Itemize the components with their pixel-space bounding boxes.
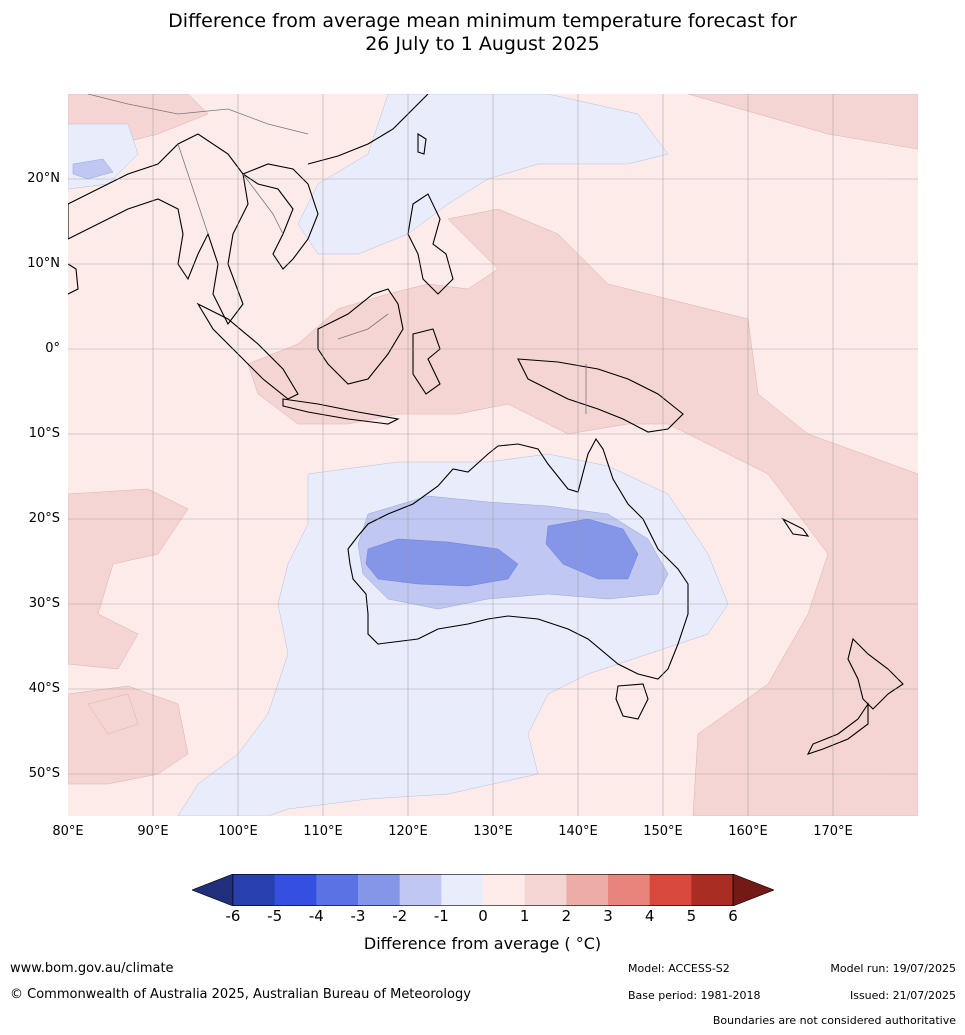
lat-label-20s: 20°S xyxy=(28,511,60,526)
lat-label-0: 0° xyxy=(45,341,60,356)
colorbar-segment xyxy=(649,874,692,906)
colorbar-tick-label: -4 xyxy=(308,907,324,925)
map-svg xyxy=(68,94,918,816)
lon-label-80e: 80°E xyxy=(52,824,84,839)
warm-region-maritime xyxy=(247,208,918,816)
colorbar-tick-label: -5 xyxy=(267,907,283,925)
australia-coast xyxy=(347,437,689,680)
lon-label-130e: 130°E xyxy=(473,824,513,839)
cool-region-south-china-sea xyxy=(297,94,669,255)
lon-label-120e: 120°E xyxy=(388,824,428,839)
country-borders xyxy=(87,94,587,414)
colorbar-tick-label: -6 xyxy=(225,907,241,925)
border-china-south xyxy=(87,94,309,135)
lat-label-50s: 50°S xyxy=(28,766,60,781)
footer-model-run: Model run: 19/07/2025 xyxy=(830,962,956,975)
taiwan-coast xyxy=(417,133,427,155)
forecast-map xyxy=(68,94,918,816)
new-caledonia xyxy=(781,517,810,537)
lon-label-100e: 100°E xyxy=(218,824,258,839)
colorbar-tick-label: 5 xyxy=(686,907,697,925)
warm-region-west-indian xyxy=(68,488,189,670)
colorbar-segment xyxy=(691,874,734,906)
colorbar-outline xyxy=(232,874,734,906)
footer-copyright: © Commonwealth of Australia 2025, Austra… xyxy=(10,987,471,1002)
title-line-2: 26 July to 1 August 2025 xyxy=(365,33,600,55)
colorbar-segment xyxy=(233,874,275,906)
lon-label-170e: 170°E xyxy=(813,824,853,839)
cool-region-bay-blob xyxy=(72,158,114,180)
colorbar-segment xyxy=(274,874,317,906)
colorbar-segment xyxy=(399,874,442,906)
footer-model: Model: ACCESS-S2 xyxy=(628,962,730,975)
sumatra-coast xyxy=(196,302,299,400)
gridlines xyxy=(68,94,918,816)
new-guinea-coast xyxy=(517,358,684,433)
border-myanmar-thailand xyxy=(177,143,209,235)
colorbar-tick-label: 2 xyxy=(561,907,572,925)
lat-label-20n: 20°N xyxy=(27,171,60,186)
lat-label-40s: 40°S xyxy=(28,681,60,696)
lon-label-140e: 140°E xyxy=(558,824,598,839)
colorbar-segment xyxy=(441,874,484,906)
colorbar-tick-label: 0 xyxy=(478,907,488,925)
colorbar-tick-label: -3 xyxy=(350,907,366,925)
border-borneo xyxy=(337,313,389,340)
footer-website: www.bom.gov.au/climate xyxy=(10,961,174,976)
colorbar-tick-label: 3 xyxy=(603,907,613,925)
asia-mainland-coast xyxy=(68,133,249,326)
lon-label-110e: 110°E xyxy=(303,824,343,839)
map-title: Difference from average mean minimum tem… xyxy=(0,10,965,56)
colorbar-segment xyxy=(358,874,400,906)
borneo-coast xyxy=(317,288,404,385)
footer-base-period: Base period: 1981-2018 xyxy=(628,989,761,1002)
lon-label-160e: 160°E xyxy=(728,824,768,839)
lat-label-30s: 30°S xyxy=(28,596,60,611)
warm-anomaly-regions xyxy=(68,94,918,816)
java-coast xyxy=(282,398,400,425)
coastlines xyxy=(68,94,904,755)
colorbar-tick-label: -1 xyxy=(433,907,449,925)
new-zealand-south xyxy=(806,702,869,755)
border-laos-vietnam xyxy=(242,173,284,235)
colorbar xyxy=(191,873,775,907)
title-line-1: Difference from average mean minimum tem… xyxy=(168,10,797,32)
footer-issued: Issued: 21/07/2025 xyxy=(849,989,956,1002)
lat-label-10s: 10°S xyxy=(28,426,60,441)
colorbar-segment xyxy=(608,874,650,906)
sulawesi-coast xyxy=(412,328,441,395)
colorbar-tick-label: 1 xyxy=(519,907,530,925)
china-coast xyxy=(307,94,429,165)
colorbar-extend-high xyxy=(732,873,775,907)
colorbar-svg xyxy=(191,873,775,907)
colorbar-tick-label: 6 xyxy=(728,907,738,925)
philippines-coast xyxy=(407,193,454,295)
colorbar-segment xyxy=(483,874,525,906)
warm-region-northeast xyxy=(687,94,918,150)
lat-label-10n: 10°N xyxy=(27,256,60,271)
lon-label-90e: 90°E xyxy=(137,824,169,839)
colorbar-extend-low xyxy=(191,873,234,907)
footer-disclaimer: Boundaries are not considered authoritat… xyxy=(712,1014,956,1027)
new-zealand-north xyxy=(847,637,904,710)
colorbar-tick-label: 4 xyxy=(644,907,655,925)
tasmania-coast xyxy=(615,683,649,720)
cool-region-inland-2a xyxy=(365,538,519,587)
colorbar-segment xyxy=(566,874,609,906)
sri-lanka xyxy=(68,263,79,295)
lon-label-150e: 150°E xyxy=(643,824,683,839)
colorbar-segment xyxy=(524,874,567,906)
colorbar-label: Difference from average ( °C) xyxy=(363,934,602,953)
warm-region-sw-blob xyxy=(87,693,139,735)
colorbar-segment xyxy=(316,874,359,906)
colorbar-tick-label: -2 xyxy=(392,907,408,925)
cool-region-inland-2b xyxy=(545,518,639,580)
